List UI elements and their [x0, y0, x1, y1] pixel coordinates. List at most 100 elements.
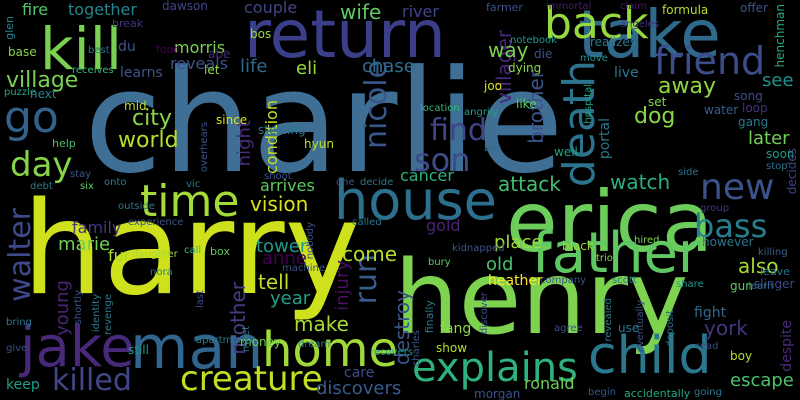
word: watch — [610, 170, 671, 194]
word: vic — [186, 179, 201, 190]
word: fur — [108, 246, 131, 265]
word: set — [648, 95, 667, 109]
word: puzzle — [4, 87, 37, 98]
word: location — [420, 103, 460, 114]
word: use — [618, 321, 640, 335]
word: stay — [70, 169, 92, 180]
word: begin — [588, 387, 616, 398]
word: move — [580, 53, 608, 64]
word: group — [700, 203, 730, 214]
word: recovers — [370, 347, 414, 358]
word: overhears — [199, 122, 210, 173]
word: discover — [479, 292, 490, 335]
word: help — [52, 137, 76, 150]
word: couple — [244, 0, 298, 17]
word: bar — [484, 143, 501, 154]
word: care — [344, 365, 375, 381]
word: apartment — [196, 335, 249, 346]
word: learn — [748, 281, 774, 292]
word: since — [216, 113, 248, 127]
word: portal — [597, 118, 613, 160]
word: attack — [498, 172, 561, 196]
word: also — [738, 254, 779, 278]
word: receives — [72, 65, 114, 76]
word: gun — [730, 279, 753, 293]
word: company — [540, 275, 587, 286]
word: new — [700, 167, 775, 208]
word: live — [614, 65, 639, 81]
word: together — [68, 0, 137, 19]
word: york — [704, 316, 748, 340]
word: soon — [766, 147, 795, 161]
word: city — [132, 106, 172, 131]
word: village — [6, 68, 79, 93]
word: black — [562, 239, 594, 253]
word: house — [334, 169, 497, 232]
word: well — [554, 145, 578, 159]
word: still — [128, 343, 149, 357]
word: let — [204, 63, 220, 77]
word: deposit — [665, 310, 676, 347]
word: finally — [423, 300, 436, 334]
word: claim — [620, 1, 647, 12]
word: friend — [654, 39, 766, 83]
word: machine — [282, 263, 325, 274]
word: morris — [174, 38, 226, 57]
word: scott — [612, 275, 637, 286]
word: escape — [730, 370, 794, 391]
word: trio — [596, 253, 613, 264]
word: nora — [150, 267, 173, 278]
word: arrives — [260, 176, 315, 195]
word: stop — [766, 161, 788, 172]
word: cancer — [400, 166, 454, 185]
word: harry — [22, 175, 361, 324]
word: discovers — [316, 378, 402, 399]
word: abe — [208, 47, 231, 61]
word: erica — [506, 173, 714, 271]
word: however — [702, 235, 754, 249]
word: family — [72, 218, 122, 237]
word: father — [532, 221, 701, 286]
word: money — [240, 335, 282, 349]
word: morgan — [474, 387, 521, 400]
word: dying — [508, 61, 542, 75]
word: hyun — [304, 137, 334, 151]
word: find — [430, 113, 487, 148]
word: accidentally — [624, 387, 691, 400]
word: away — [658, 74, 716, 99]
word: revealed — [603, 298, 614, 342]
word: water — [704, 103, 739, 117]
word: reveals — [170, 54, 228, 73]
word: jake — [20, 315, 135, 380]
word: hired — [634, 235, 660, 246]
word: bury — [428, 257, 451, 268]
word: decides — [785, 148, 799, 195]
word: creature — [180, 359, 323, 399]
word: back — [544, 0, 649, 49]
word: later — [748, 128, 790, 149]
word: old — [486, 254, 514, 275]
word: explains — [412, 345, 578, 391]
word: eli — [296, 58, 318, 79]
word: shoot — [264, 171, 292, 182]
word: going — [694, 387, 722, 398]
word: glen — [3, 16, 16, 40]
word: share — [676, 279, 704, 290]
word: leave — [760, 265, 790, 278]
word: year — [270, 288, 311, 309]
word: song — [734, 89, 763, 103]
word: one — [336, 177, 355, 188]
word: keep — [6, 377, 40, 393]
word: fight — [694, 305, 727, 321]
word: onto — [104, 177, 127, 188]
word: bass — [694, 207, 768, 245]
word: gold — [426, 216, 461, 235]
word: henchman — [773, 4, 787, 68]
word: debt — [30, 181, 53, 192]
word: day — [10, 145, 73, 185]
word: home — [262, 322, 399, 378]
word: decide — [360, 177, 394, 188]
word: tower — [256, 236, 308, 257]
word: charles — [411, 330, 422, 367]
word: place — [494, 232, 543, 253]
